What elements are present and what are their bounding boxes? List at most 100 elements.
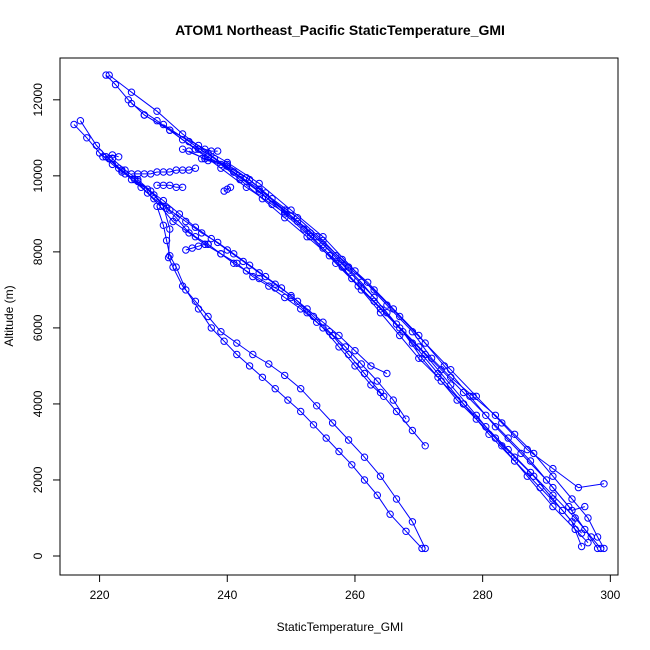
data-point: [491, 434, 500, 442]
data-point: [447, 366, 455, 374]
data-point: [281, 293, 289, 302]
data-point: [281, 208, 289, 216]
data-point: [322, 434, 330, 442]
data-point: [357, 286, 365, 294]
data-point: [376, 309, 385, 317]
data-point: [351, 347, 359, 355]
y-tick-label: 12000: [31, 83, 45, 117]
data-point: [389, 396, 397, 404]
data-point: [338, 263, 346, 271]
data-point: [255, 179, 263, 188]
data-point: [504, 434, 512, 442]
data-point: [408, 426, 417, 435]
data-point: [265, 282, 273, 290]
data-point: [121, 166, 129, 174]
data-point: [421, 339, 429, 347]
chart-title: ATOM1 Northeast_Pacific StaticTemperatur…: [175, 22, 505, 38]
data-point: [491, 423, 500, 431]
data-point: [357, 360, 365, 368]
data-point: [255, 269, 263, 277]
data-point: [517, 449, 525, 458]
series-line: [79, 120, 426, 447]
data-point: [255, 185, 263, 193]
y-axis-label: Altitude (m): [2, 285, 16, 346]
data-point: [373, 377, 381, 385]
data-point: [261, 189, 270, 197]
data-point: [166, 225, 174, 233]
data-point: [99, 153, 107, 161]
data-point: [169, 217, 177, 226]
data-point: [261, 272, 270, 281]
series-16: [153, 181, 187, 192]
data-point: [191, 233, 200, 241]
data-point: [233, 259, 241, 267]
x-tick-label: 280: [473, 588, 493, 602]
data-point: [482, 411, 490, 419]
x-tick-label: 260: [345, 588, 365, 602]
data-point: [178, 136, 187, 144]
data-point: [415, 343, 423, 351]
data-point: [376, 472, 385, 480]
data-point: [360, 369, 369, 378]
series-layer: [70, 71, 608, 553]
data-point: [526, 457, 535, 465]
data-point: [268, 195, 276, 203]
series-20: [99, 151, 123, 161]
x-tick-label: 220: [90, 588, 110, 602]
y-axis: 0 2000 4000 6000 8000 10000 12000: [31, 83, 60, 559]
data-point: [530, 472, 538, 480]
data-point: [491, 411, 500, 419]
series-7: [185, 147, 586, 551]
series-line: [131, 167, 196, 175]
data-point: [194, 305, 203, 313]
data-point: [593, 544, 602, 553]
data-point: [166, 126, 174, 134]
data-point: [233, 339, 241, 347]
data-point: [293, 214, 302, 222]
x-axis: 220 240 260 280 300: [90, 575, 621, 602]
data-point: [201, 145, 209, 153]
data-point: [115, 153, 123, 161]
data-point: [249, 272, 257, 281]
data-point: [300, 225, 308, 233]
data-point: [386, 510, 394, 518]
data-point: [258, 373, 267, 381]
data-point: [284, 396, 292, 404]
series-line: [182, 148, 605, 489]
series-line: [144, 114, 589, 544]
series-6: [178, 145, 608, 492]
data-point: [472, 415, 480, 423]
data-point: [217, 328, 225, 336]
series-1: [102, 71, 608, 553]
data-point: [223, 158, 232, 167]
data-point: [236, 175, 244, 184]
series-15: [127, 164, 200, 178]
data-point: [376, 388, 385, 397]
data-point: [102, 153, 110, 161]
data-point: [111, 80, 120, 89]
data-point: [204, 312, 212, 321]
data-point: [396, 312, 404, 321]
data-point: [242, 267, 251, 275]
data-point: [370, 297, 378, 305]
y-tick-label: 6000: [31, 314, 45, 341]
series-13: [108, 155, 429, 553]
data-point: [178, 183, 187, 192]
data-point: [309, 421, 318, 429]
data-point: [453, 396, 461, 404]
data-point: [415, 354, 423, 362]
series-10: [76, 117, 429, 450]
data-point: [83, 134, 91, 142]
data-point: [153, 107, 161, 115]
data-point: [127, 99, 136, 108]
data-point: [166, 252, 174, 260]
series-line: [223, 186, 231, 192]
data-point: [204, 240, 212, 249]
data-point: [245, 261, 254, 269]
data-point: [198, 155, 206, 163]
series-14: [153, 202, 426, 553]
y-tick-label: 10000: [31, 159, 45, 193]
series-2: [105, 71, 605, 553]
data-point: [303, 233, 311, 241]
data-point: [198, 229, 206, 237]
